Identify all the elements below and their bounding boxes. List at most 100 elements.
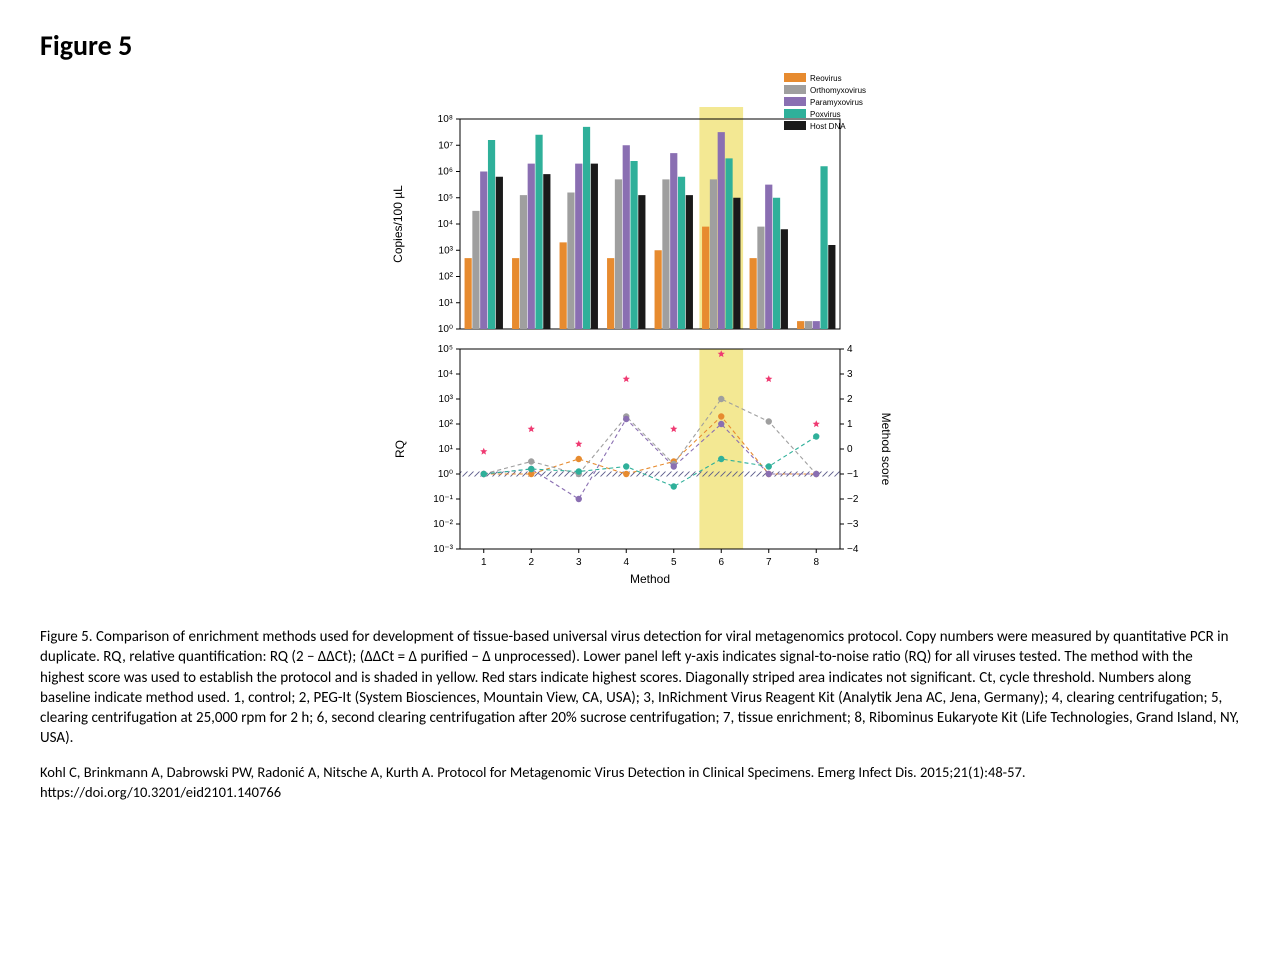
- bot-ytick: 10⁴: [438, 369, 453, 380]
- chart-holder: 10⁰ 10¹ 10² 10³ 10⁴ 10⁵ 10⁶ 10⁷ 10⁸ Copies/100 µL…: [360, 69, 920, 609]
- bar: [805, 321, 812, 329]
- bar: [686, 195, 693, 329]
- top-ytick: 10¹: [439, 298, 454, 309]
- rq-marker: [671, 463, 677, 469]
- bottom-axis-box: [460, 349, 840, 549]
- score-star-icon: [623, 375, 630, 382]
- bar: [781, 229, 788, 329]
- bar: [820, 166, 827, 329]
- bot-ytick: 10⁰: [438, 469, 453, 480]
- legend-swatch: [784, 97, 806, 106]
- top-ytick: 10³: [439, 245, 454, 256]
- rq-marker: [528, 466, 534, 472]
- bar: [465, 258, 472, 329]
- bar: [678, 177, 685, 329]
- bot-y2label: Method score: [879, 413, 893, 486]
- top-ytick: 10²: [439, 272, 454, 283]
- rq-marker: [718, 413, 724, 419]
- bar: [488, 140, 495, 329]
- bot-ylabel: RQ: [393, 440, 407, 458]
- legend-swatch: [784, 85, 806, 94]
- bar: [512, 258, 519, 329]
- x-tick: 7: [766, 557, 772, 568]
- score-star-icon: [480, 448, 487, 455]
- rq-marker: [766, 418, 772, 424]
- bar: [638, 195, 645, 329]
- bar: [567, 193, 574, 330]
- bot-y2tick: 4: [847, 344, 853, 355]
- rq-marker: [623, 471, 629, 477]
- legend-label: Paramyxovirus: [810, 98, 863, 107]
- bar: [828, 245, 835, 329]
- rq-marker: [766, 471, 772, 477]
- x-tick: 2: [528, 557, 534, 568]
- bot-ytick: 10⁻¹: [433, 494, 453, 505]
- bar: [630, 161, 637, 329]
- bot-ytick: 10⁻²: [433, 519, 453, 530]
- top-ytick: 10⁵: [438, 193, 453, 204]
- bot-y2tick: −2: [847, 494, 859, 505]
- bar: [765, 185, 772, 329]
- bar: [750, 258, 757, 329]
- x-tick: 3: [576, 557, 582, 568]
- bot-y2tick: 0: [847, 444, 853, 455]
- top-ytick: 10⁴: [438, 219, 453, 230]
- legend-swatch: [784, 109, 806, 118]
- bot-y2tick: 3: [847, 369, 853, 380]
- bar: [733, 198, 740, 329]
- bar: [662, 179, 669, 329]
- figure-title: Figure 5: [40, 28, 1240, 63]
- top-ytick: 10⁶: [438, 167, 453, 178]
- bar: [480, 172, 487, 330]
- score-star-icon: [813, 420, 820, 427]
- legend-swatch: [784, 73, 806, 82]
- top-ylabel: Copies/100 µL: [391, 185, 405, 263]
- rq-marker: [481, 471, 487, 477]
- score-star-icon: [575, 440, 582, 447]
- bar: [560, 242, 567, 329]
- x-tick: 1: [481, 557, 487, 568]
- bar: [725, 158, 732, 329]
- highlight-band-bottom: [699, 349, 743, 549]
- bar: [797, 321, 804, 329]
- legend-swatch: [784, 121, 806, 130]
- top-ytick: 10⁸: [438, 114, 453, 125]
- score-star-icon: [765, 375, 772, 382]
- bar: [757, 227, 764, 329]
- bar: [528, 164, 535, 329]
- bar: [623, 145, 630, 329]
- bot-ytick: 10²: [439, 419, 454, 430]
- figure-caption: Figure 5. Comparison of enrichment metho…: [40, 627, 1240, 749]
- rq-marker: [528, 458, 534, 464]
- top-ytick: 10⁷: [438, 140, 453, 151]
- rq-marker: [576, 468, 582, 474]
- score-star-icon: [670, 425, 677, 432]
- bar: [773, 198, 780, 329]
- bot-ytick: 10¹: [439, 444, 454, 455]
- rq-marker: [623, 416, 629, 422]
- legend-label: Reovirus: [810, 74, 842, 83]
- bar: [472, 211, 479, 329]
- bar: [718, 132, 725, 329]
- rq-marker: [718, 456, 724, 462]
- bar: [710, 179, 717, 329]
- bar: [496, 177, 503, 329]
- top-ytick: 10⁰: [438, 324, 453, 335]
- bot-ytick: 10⁻³: [433, 544, 453, 555]
- rq-line: [484, 419, 817, 499]
- bot-ytick: 10³: [439, 394, 454, 405]
- bar: [813, 321, 820, 329]
- x-tick: 4: [623, 557, 629, 568]
- x-tick: 5: [671, 557, 677, 568]
- bar: [535, 135, 542, 329]
- bar: [607, 258, 614, 329]
- bot-y2tick: 2: [847, 394, 853, 405]
- x-tick: 8: [813, 557, 819, 568]
- bar: [615, 179, 622, 329]
- bot-y2tick: 1: [847, 419, 853, 430]
- bot-y2tick: −4: [847, 544, 859, 555]
- bar: [591, 164, 598, 329]
- bot-y2tick: −3: [847, 519, 859, 530]
- rq-marker: [718, 396, 724, 402]
- bar: [670, 153, 677, 329]
